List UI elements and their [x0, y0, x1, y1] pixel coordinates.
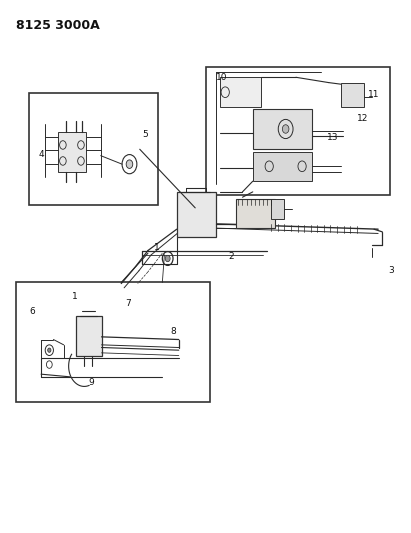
Text: 3: 3 [388, 266, 394, 275]
Bar [253, 152, 312, 181]
Text: 9: 9 [88, 378, 94, 386]
Circle shape [165, 255, 170, 262]
Bar [177, 192, 216, 237]
Text: 7: 7 [125, 300, 131, 308]
Circle shape [282, 125, 289, 133]
Bar [29, 93, 158, 205]
Bar [220, 77, 261, 107]
Bar [76, 316, 102, 356]
Text: 8125 3000A: 8125 3000A [16, 19, 100, 31]
Circle shape [126, 160, 133, 168]
Text: 12: 12 [357, 114, 368, 123]
Text: 1: 1 [72, 293, 78, 301]
Bar [236, 199, 275, 228]
Text: 10: 10 [216, 73, 227, 82]
Text: 5: 5 [142, 130, 148, 139]
Bar [341, 83, 364, 107]
Text: 11: 11 [368, 90, 379, 99]
Text: 8: 8 [171, 327, 176, 336]
Bar [253, 109, 312, 149]
Bar [58, 132, 86, 172]
Text: 6: 6 [30, 308, 35, 316]
Bar [16, 282, 210, 402]
Bar [271, 199, 284, 219]
Text: 4: 4 [39, 150, 45, 159]
Text: 13: 13 [327, 133, 338, 142]
Text: 2: 2 [228, 253, 234, 261]
Text: 1: 1 [154, 244, 160, 252]
Bar [206, 67, 390, 195]
Circle shape [48, 348, 51, 352]
